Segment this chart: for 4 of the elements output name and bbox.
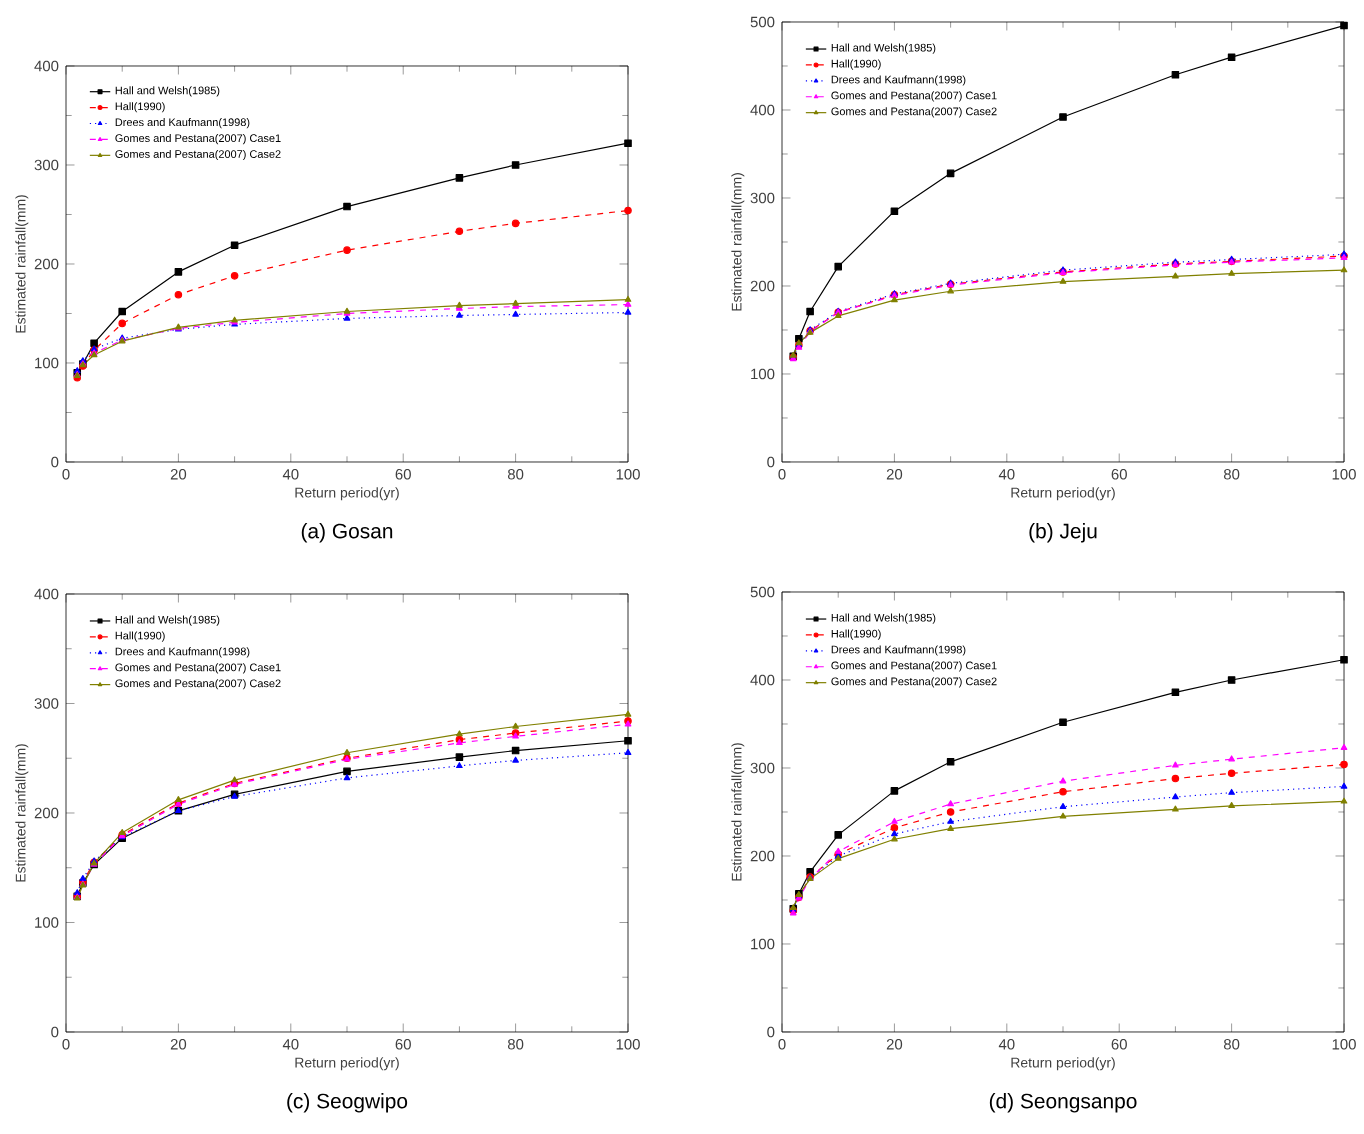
text: (c) Seogwipo xyxy=(287,1093,408,1113)
text: (d) Seongsanpo xyxy=(989,1093,1137,1113)
text: (a) Gosan xyxy=(301,523,393,543)
text: (b) Jeju xyxy=(1029,523,1097,543)
